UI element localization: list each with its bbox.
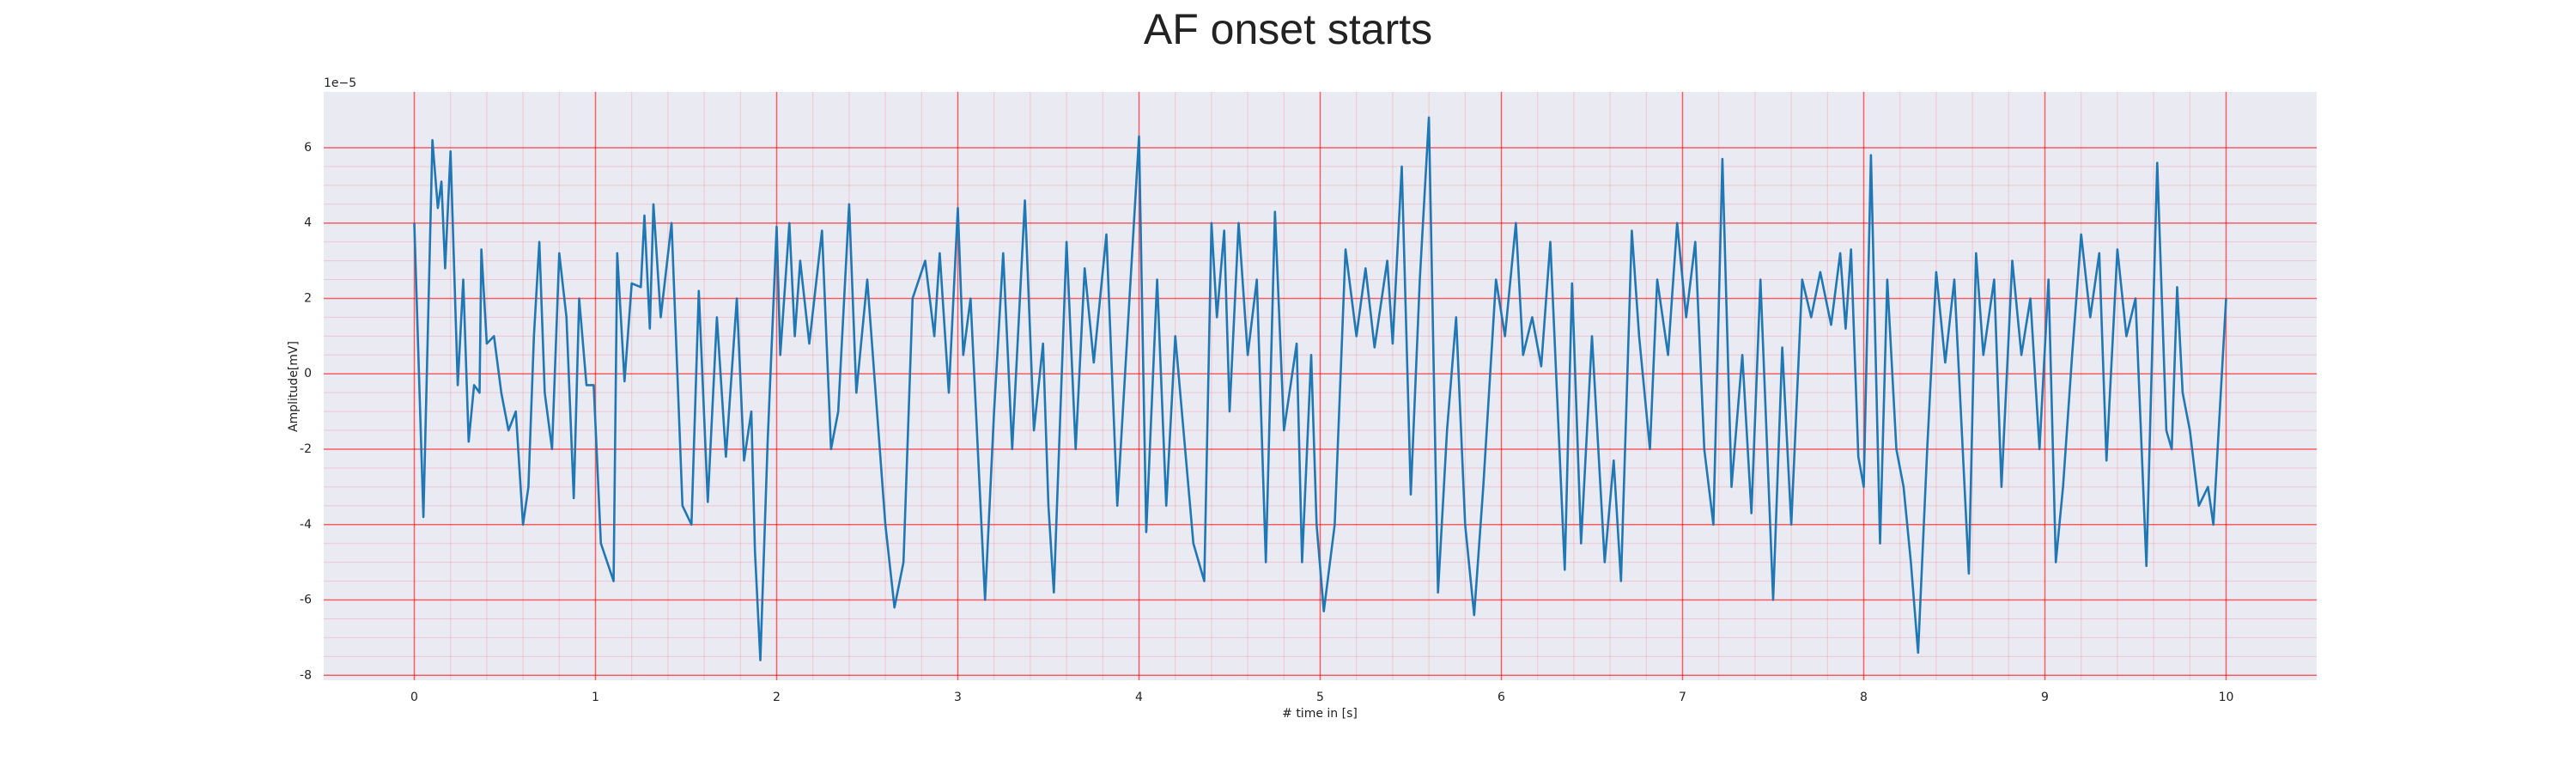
x-tick-label: 6 [1498, 691, 1505, 704]
y-tick-label: 4 [304, 216, 312, 230]
x-tick-label: 5 [1316, 691, 1324, 704]
x-axis-label: # time in [s] [1282, 707, 1358, 721]
x-tick-label: 7 [1679, 691, 1686, 704]
line-series [413, 116, 2227, 661]
x-tick-label: 8 [1860, 691, 1868, 704]
x-tick-label: 1 [592, 691, 599, 704]
y-tick-label: -8 [300, 668, 312, 682]
y-tick-label: -6 [300, 593, 312, 607]
x-tick-label: 10 [2219, 691, 2234, 704]
y-axis-label: Amplitude[mV] [287, 341, 301, 432]
y-offset-text: 1e−5 [324, 76, 356, 90]
y-tick-label: -4 [300, 518, 312, 532]
y-tick-label: 6 [304, 141, 312, 155]
chart-title: AF onset starts [1144, 5, 1432, 53]
x-tick-label: 4 [1135, 691, 1143, 704]
y-tick-label: 0 [304, 367, 312, 380]
y-tick-label: 2 [304, 291, 312, 305]
y-tick-label: -2 [300, 442, 312, 456]
x-tick-label: 2 [773, 691, 781, 704]
x-tick-label: 0 [410, 691, 418, 704]
x-tick-label: 3 [954, 691, 962, 704]
x-tick-label: 9 [2041, 691, 2049, 704]
